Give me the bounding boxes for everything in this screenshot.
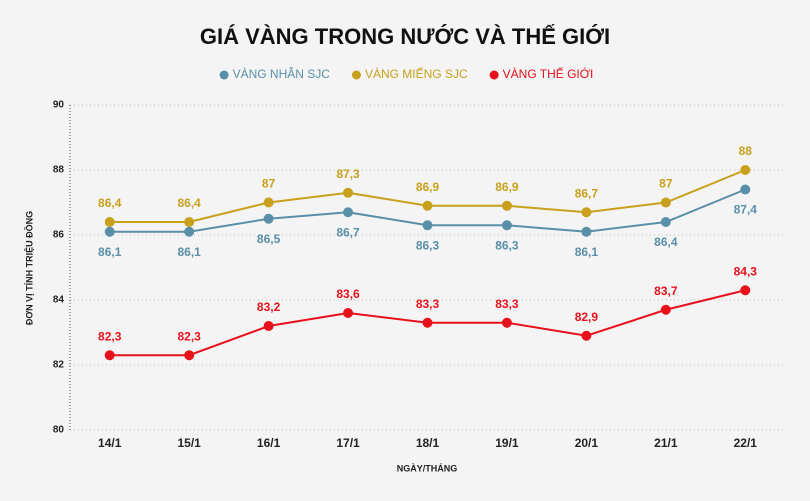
data-point (343, 187, 354, 198)
data-point (263, 197, 274, 208)
data-label: 82,3 (98, 329, 122, 343)
data-label: 82,9 (575, 310, 599, 324)
data-label: 83,3 (495, 297, 519, 311)
data-point (660, 304, 671, 315)
data-point (660, 217, 671, 227)
data-point (581, 207, 592, 218)
data-point (184, 226, 195, 237)
y-tick-label: 86 (53, 230, 65, 241)
data-label: 86,3 (495, 238, 519, 252)
x-tick-label: 22/1 (734, 436, 758, 450)
data-point (740, 285, 751, 296)
data-point (740, 165, 751, 175)
data-point (581, 330, 592, 341)
data-point (343, 308, 354, 318)
data-label: 86,5 (257, 232, 281, 246)
y-tick-label: 90 (53, 100, 65, 111)
x-tick-label: 21/1 (654, 436, 678, 450)
legend-label: VÀNG MIẾNG SJC (365, 66, 468, 81)
data-label: 86,9 (416, 180, 440, 194)
data-point (184, 217, 195, 227)
data-label: 86,1 (575, 245, 599, 259)
data-point (422, 220, 433, 231)
x-tick-label: 14/1 (98, 436, 122, 450)
data-label: 87,3 (336, 167, 360, 181)
data-label: 83,3 (416, 297, 440, 311)
data-point (263, 213, 274, 224)
data-point (422, 200, 433, 211)
x-axis-label: NGÀY/THÁNG (397, 463, 458, 473)
legend-marker (219, 70, 229, 80)
data-point (501, 220, 512, 231)
data-point (263, 321, 274, 331)
data-label: 83,7 (654, 284, 678, 298)
data-point (422, 317, 433, 328)
data-point (501, 200, 512, 211)
x-tick-label: 20/1 (575, 436, 599, 450)
legend-marker (351, 70, 361, 80)
data-point (104, 217, 115, 227)
y-tick-label: 82 (53, 360, 65, 371)
x-tick-label: 17/1 (336, 436, 360, 450)
data-label: 86,4 (98, 196, 122, 210)
data-label: 84,3 (734, 264, 758, 278)
y-tick-label: 80 (53, 425, 65, 436)
data-label: 87,4 (734, 203, 758, 217)
data-point (740, 184, 751, 195)
x-tick-label: 19/1 (495, 436, 519, 450)
data-label: 82,3 (177, 329, 201, 343)
y-tick-label: 88 (53, 165, 65, 176)
data-point (104, 350, 115, 361)
data-label: 86,1 (177, 245, 201, 259)
y-axis-label: ĐƠN VỊ TÍNH TRIỆU ĐỒNG (23, 211, 34, 325)
data-label: 86,9 (495, 180, 519, 194)
data-label: 87 (262, 177, 276, 191)
y-tick-label: 84 (53, 295, 65, 306)
data-label: 86,4 (177, 196, 201, 210)
data-point (104, 226, 115, 237)
data-label: 88 (739, 144, 753, 158)
data-point (660, 197, 671, 208)
data-label: 83,2 (257, 300, 281, 314)
data-label: 86,4 (654, 235, 678, 249)
data-label: 87 (659, 177, 673, 191)
data-label: 86,1 (98, 245, 122, 259)
data-label: 86,7 (336, 225, 360, 239)
chart-title: GIÁ VÀNG TRONG NƯỚC VÀ THẾ GIỚI (200, 24, 610, 49)
data-point (501, 317, 512, 328)
x-tick-label: 18/1 (416, 436, 440, 450)
data-point (581, 226, 592, 237)
data-point (343, 207, 354, 218)
data-point (184, 350, 195, 361)
data-label: 86,3 (416, 238, 440, 252)
x-tick-label: 16/1 (257, 436, 281, 450)
legend-marker (489, 70, 499, 80)
legend-label: VÀNG NHẪN SJC (233, 66, 331, 81)
data-label: 83,6 (336, 287, 360, 301)
legend-label: VÀNG THẾ GIỚI (503, 66, 594, 81)
x-tick-label: 15/1 (177, 436, 201, 450)
data-label: 86,7 (575, 186, 599, 200)
